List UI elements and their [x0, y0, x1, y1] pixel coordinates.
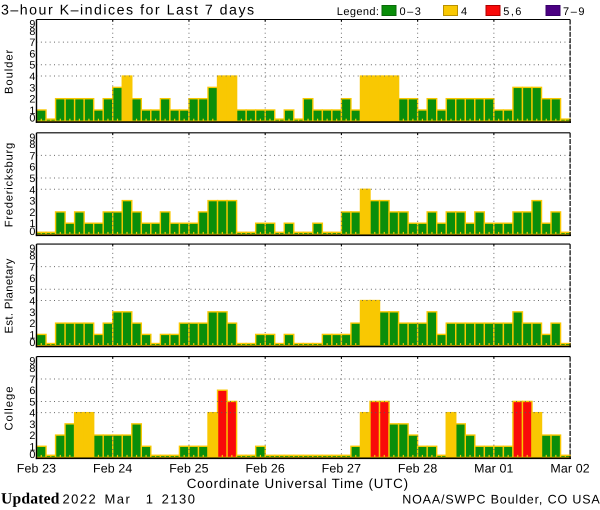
- svg-text:6: 6: [29, 162, 35, 174]
- svg-text:9: 9: [29, 19, 35, 31]
- svg-text:0: 0: [29, 226, 35, 238]
- svg-text:4: 4: [461, 6, 468, 18]
- svg-text:9: 9: [29, 243, 35, 255]
- svg-text:Feb 26: Feb 26: [245, 462, 284, 476]
- svg-text:8: 8: [29, 139, 35, 151]
- svg-text:1: 1: [29, 218, 35, 230]
- svg-text:6: 6: [29, 385, 35, 397]
- svg-text:4: 4: [29, 408, 35, 420]
- svg-text:3: 3: [29, 307, 35, 319]
- svg-text:1: 1: [29, 329, 35, 341]
- svg-text:8: 8: [29, 250, 35, 262]
- svg-text:Feb 23: Feb 23: [17, 462, 56, 476]
- svg-text:5: 5: [29, 173, 35, 185]
- svg-text:0: 0: [29, 337, 35, 349]
- svg-text:9: 9: [29, 132, 35, 144]
- svg-text:7: 7: [29, 374, 35, 386]
- svg-text:1: 1: [29, 441, 35, 453]
- svg-text:9: 9: [29, 356, 35, 368]
- svg-text:Legend:: Legend:: [337, 6, 380, 18]
- svg-text:3: 3: [29, 82, 35, 94]
- svg-text:Est. Planetary: Est. Planetary: [4, 258, 16, 333]
- svg-text:6: 6: [29, 273, 35, 285]
- svg-text:7–9: 7–9: [563, 6, 586, 18]
- svg-text:5: 5: [29, 396, 35, 408]
- svg-text:8: 8: [29, 363, 35, 375]
- svg-text:4: 4: [29, 184, 35, 196]
- svg-text:0–3: 0–3: [400, 6, 423, 18]
- svg-text:2: 2: [29, 94, 35, 106]
- svg-text:5,6: 5,6: [503, 6, 523, 18]
- svg-text:Mar 01: Mar 01: [474, 462, 513, 476]
- svg-text:2: 2: [29, 430, 35, 442]
- svg-text:College: College: [4, 386, 16, 431]
- svg-text:Feb 24: Feb 24: [93, 462, 132, 476]
- svg-text:1: 1: [29, 105, 35, 117]
- svg-text:Feb 28: Feb 28: [398, 462, 437, 476]
- svg-text:0: 0: [29, 449, 35, 461]
- svg-text:Feb 27: Feb 27: [322, 462, 361, 476]
- svg-text:Fredericksburg: Fredericksburg: [4, 142, 16, 227]
- svg-text:5: 5: [29, 284, 35, 296]
- svg-text:3–hour K–indices for Last 7 da: 3–hour K–indices for Last 7 days: [1, 3, 256, 19]
- svg-text:Feb 25: Feb 25: [169, 462, 208, 476]
- svg-text:Coordinate Universal Time (UTC: Coordinate Universal Time (UTC): [187, 476, 409, 491]
- svg-text:5: 5: [29, 60, 35, 72]
- svg-text:7: 7: [29, 37, 35, 49]
- svg-text:Boulder: Boulder: [4, 49, 16, 94]
- svg-text:Mar 02: Mar 02: [550, 462, 589, 476]
- svg-text:7: 7: [29, 150, 35, 162]
- svg-text:NOAA/SWPC Boulder, CO USA: NOAA/SWPC Boulder, CO USA: [402, 493, 600, 507]
- svg-text:7: 7: [29, 262, 35, 274]
- svg-text:3: 3: [29, 196, 35, 208]
- svg-text:0: 0: [29, 113, 35, 125]
- svg-text:3: 3: [29, 419, 35, 431]
- svg-text:6: 6: [29, 48, 35, 60]
- svg-text:2: 2: [29, 318, 35, 330]
- svg-text:2022 Mar 1 2130: 2022 Mar 1 2130: [63, 492, 197, 507]
- svg-text:8: 8: [29, 26, 35, 38]
- svg-text:4: 4: [29, 296, 35, 308]
- svg-text:Updated: Updated: [1, 490, 60, 507]
- svg-text:2: 2: [29, 207, 35, 219]
- svg-text:4: 4: [29, 71, 35, 83]
